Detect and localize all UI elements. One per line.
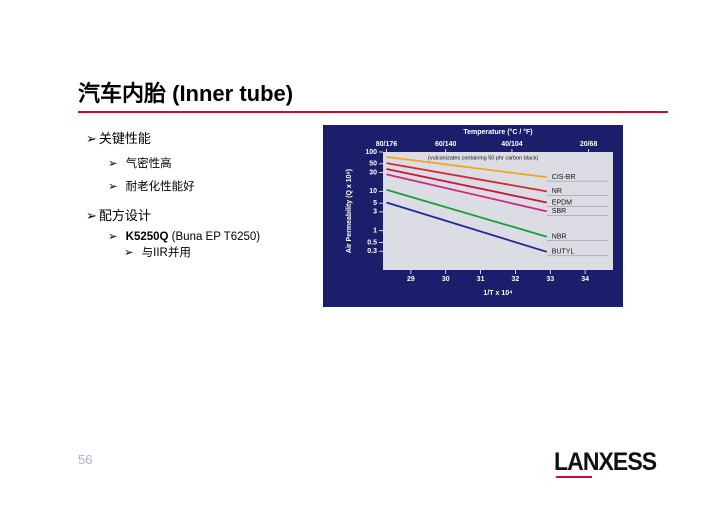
- x-tick-label: 30: [442, 276, 450, 283]
- product-detail: (Buna EP T6250): [168, 231, 261, 243]
- series-line: [386, 168, 547, 204]
- logo-bar: [556, 476, 592, 478]
- product-name: K5250Q: [125, 231, 169, 243]
- x-tick-label: 34: [581, 276, 589, 283]
- product-note: 与IIR并用: [141, 247, 191, 259]
- y-tick-label: 0.3: [367, 248, 377, 255]
- y-tick-label: 5: [373, 200, 377, 207]
- annotation: (vulcanizates containing 50 phr carbon b…: [428, 155, 539, 161]
- legend-label: SBR: [552, 208, 566, 215]
- x-tick-label: 32: [512, 276, 520, 283]
- series-line: [386, 156, 547, 178]
- y-tick-label: 10: [369, 188, 377, 195]
- y-tick-label: 1: [373, 228, 377, 235]
- y-axis-label: Air Permeability (Q x 10⁸): [346, 169, 353, 253]
- series-line: [386, 162, 547, 193]
- logo: LANXESS: [554, 448, 657, 476]
- legend-label: NR: [552, 188, 562, 195]
- bullet: 关键性能: [86, 128, 151, 147]
- slide-title: 汽车内胎 (Inner tube): [78, 81, 294, 106]
- x2-tick-label: 40/104: [501, 141, 523, 148]
- y-tick-label: 30: [369, 169, 377, 176]
- sub-bullet: K5250Q (Buna EP T6250): [108, 229, 260, 243]
- sub-bullet-line: 与IIR并用: [124, 244, 191, 260]
- series-line: [386, 201, 548, 253]
- title-rule: [78, 111, 668, 113]
- x2-tick-label: 80/176: [376, 141, 398, 148]
- bullet: 配方设计: [86, 205, 151, 224]
- x2-tick-label: 60/140: [435, 141, 457, 148]
- series-line: [386, 188, 548, 238]
- y-tick-label: 100: [365, 149, 377, 156]
- x-tick-label: 29: [407, 276, 415, 283]
- sub-bullet: 耐老化性能好: [108, 178, 195, 194]
- legend-label: EPDM: [552, 199, 572, 206]
- y-tick-label: 50: [369, 161, 377, 168]
- x-tick-label: 31: [477, 276, 485, 283]
- legend-label: CIS-BR: [552, 174, 576, 181]
- legend-label: NBR: [552, 234, 567, 241]
- x-tick-label: 33: [546, 276, 554, 283]
- series-line: [386, 173, 547, 213]
- sub-bullet: 气密性高: [108, 155, 172, 171]
- legend-label: BUTYL: [552, 249, 575, 256]
- chart: Temperature (°C / °F) (vulcanizates cont…: [323, 125, 623, 307]
- y-tick-label: 0.5: [367, 239, 377, 246]
- x-axis-label: 1/T x 10⁴: [483, 290, 513, 297]
- plot-area: [383, 152, 613, 270]
- chart-title: Temperature (°C / °F): [463, 128, 532, 136]
- x2-tick-label: 20/68: [580, 141, 598, 148]
- page-number: 56: [78, 452, 93, 467]
- y-tick-label: 3: [373, 209, 377, 216]
